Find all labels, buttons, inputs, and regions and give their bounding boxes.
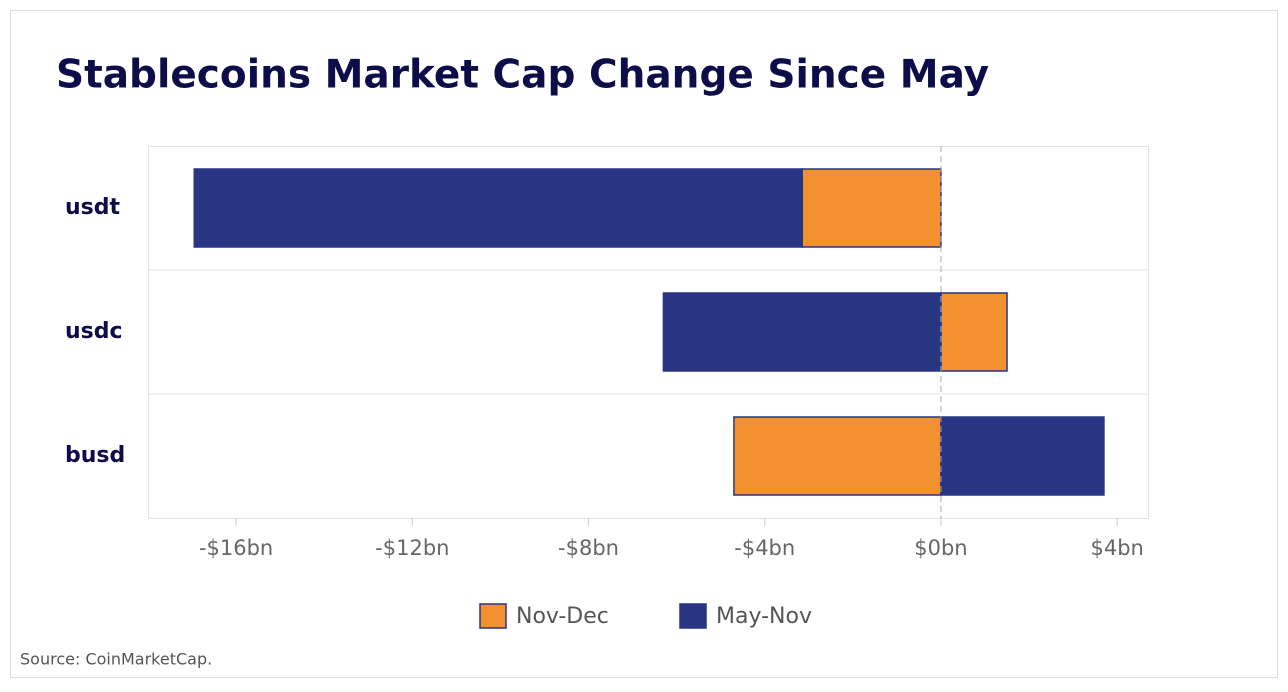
x-tick-label: -$4bn — [734, 536, 795, 560]
y-tick-label: busd — [65, 443, 125, 468]
legend-label: Nov-Dec — [516, 604, 609, 629]
x-tick-label: -$16bn — [199, 536, 273, 560]
plot-area — [148, 146, 1149, 519]
bar — [801, 168, 942, 248]
card — [10, 10, 1278, 678]
source: Source: CoinMarketCap. — [20, 650, 212, 669]
legend-swatch — [479, 603, 507, 629]
y-tick-label: usdt — [65, 195, 121, 220]
x-tick-label: $4bn — [1090, 536, 1143, 560]
x-tick-label: $0bn — [914, 536, 967, 560]
chart-title: Stablecoins Market Cap Change Since May — [56, 53, 989, 98]
bar — [193, 168, 803, 248]
x-tick-label: -$8bn — [558, 536, 619, 560]
legend-swatch — [679, 603, 707, 629]
y-tick-label: usdc — [65, 319, 123, 344]
bar — [733, 416, 942, 496]
bar — [662, 292, 942, 372]
x-tick-label: -$12bn — [375, 536, 449, 560]
bar — [940, 416, 1105, 496]
legend-label: May-Nov — [716, 604, 812, 629]
bar — [940, 292, 1008, 372]
